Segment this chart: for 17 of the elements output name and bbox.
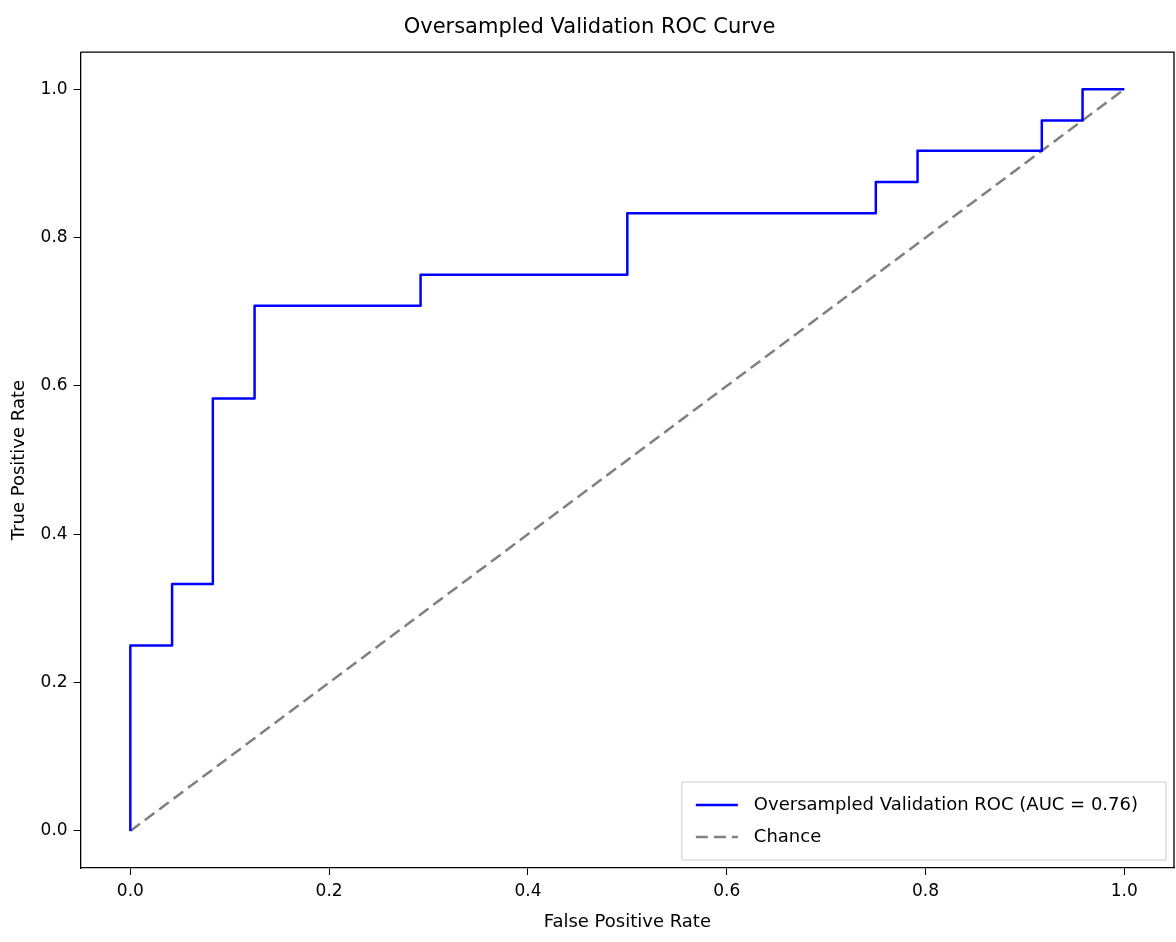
y-tick-label: 0.4: [40, 522, 68, 543]
x-tick-label: 0.0: [116, 879, 144, 900]
y-axis-title: True Positive Rate: [7, 379, 29, 542]
x-tick-label: 1.0: [1110, 879, 1138, 900]
y-tick-label: 0.6: [40, 374, 68, 395]
x-tick-label: 0.2: [315, 879, 343, 900]
x-tick-label: 0.6: [713, 879, 741, 900]
y-tick-label: 0.2: [40, 671, 68, 692]
x-axis-title: False Positive Rate: [543, 909, 711, 931]
x-tick-label: 0.8: [911, 879, 940, 900]
legend-label: Chance: [753, 824, 822, 846]
y-tick-label: 0.8: [40, 226, 68, 247]
y-tick-label: 0.0: [40, 819, 68, 840]
x-tick-label: 0.4: [514, 879, 542, 900]
y-tick-label: 1.0: [40, 77, 68, 98]
chart-title: Oversampled Validation ROC Curve: [403, 14, 776, 39]
legend-label: Oversampled Validation ROC (AUC = 0.76): [753, 792, 1139, 814]
